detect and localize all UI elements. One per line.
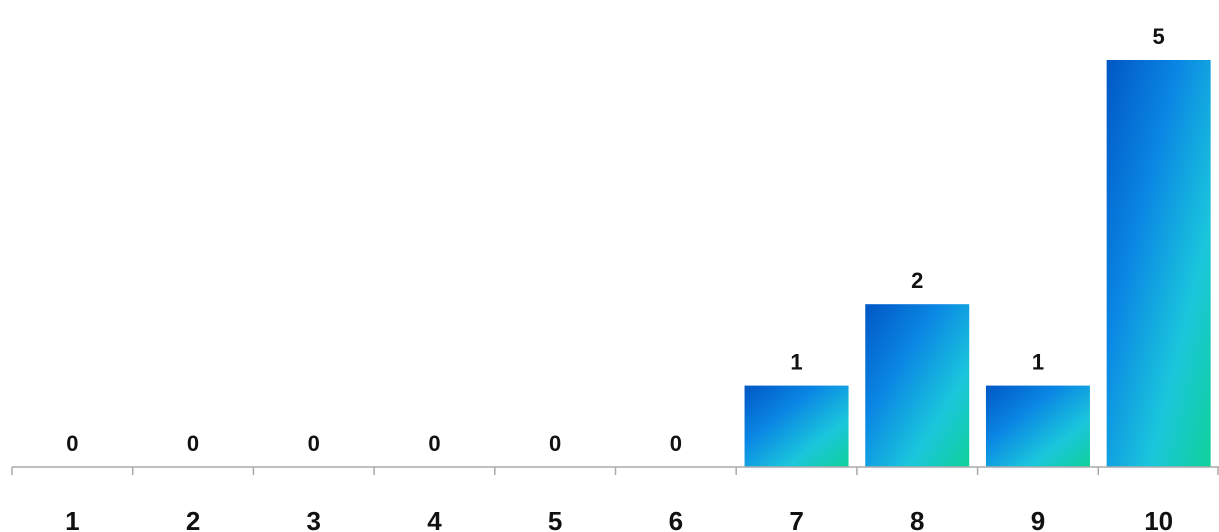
x-tick-label-2: 2 xyxy=(186,506,200,532)
bar-9 xyxy=(985,385,1090,467)
bar-8 xyxy=(865,304,970,467)
data-label-1: 0 xyxy=(66,431,78,456)
data-label-9: 1 xyxy=(1032,350,1044,375)
x-tick-label-5: 5 xyxy=(548,506,562,532)
x-tick-label-3: 3 xyxy=(307,506,321,532)
x-tick-label-9: 9 xyxy=(1031,506,1045,532)
data-label-2: 0 xyxy=(187,431,199,456)
bars-group xyxy=(744,60,1211,467)
data-labels-group: 0 0 0 0 0 0 1 2 1 5 xyxy=(66,24,1165,456)
bar-10 xyxy=(1106,60,1211,467)
x-tick-label-1: 1 xyxy=(65,506,79,532)
data-label-4: 0 xyxy=(428,431,440,456)
x-tick-label-4: 4 xyxy=(427,506,442,532)
x-tick-labels-group: 1 2 3 4 5 6 7 8 9 10 xyxy=(65,506,1173,532)
data-label-3: 0 xyxy=(308,431,320,456)
x-tick-label-10: 10 xyxy=(1144,506,1173,532)
x-axis xyxy=(11,466,1219,475)
bar-7 xyxy=(744,385,849,467)
data-label-8: 2 xyxy=(911,268,923,293)
x-tick-label-8: 8 xyxy=(910,506,924,532)
data-label-7: 1 xyxy=(790,350,802,375)
data-label-6: 0 xyxy=(670,431,682,456)
x-tick-label-6: 6 xyxy=(669,506,683,532)
data-label-10: 5 xyxy=(1153,24,1165,49)
x-tick-label-7: 7 xyxy=(789,506,803,532)
data-label-5: 0 xyxy=(549,431,561,456)
